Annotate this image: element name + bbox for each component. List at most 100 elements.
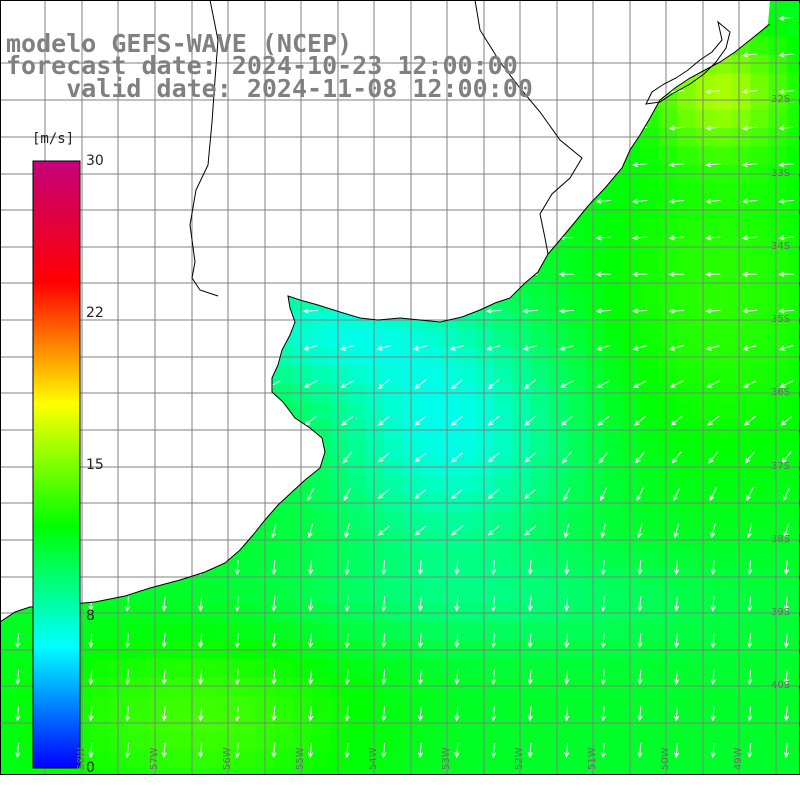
wind-arrow [705, 308, 721, 314]
lat-label: 39S [771, 607, 791, 618]
wind-cell [786, 658, 800, 678]
colorbar-tick-label: 30 [86, 153, 104, 169]
wind-cell [640, 750, 660, 770]
wind-cell [457, 658, 477, 678]
wind-cell [402, 475, 422, 495]
wind-arrow [778, 15, 794, 21]
wind-arrow [266, 380, 281, 388]
wind-cell [695, 750, 715, 770]
wind-arrow [637, 523, 643, 539]
wind-cell [768, 201, 788, 221]
wind-cell [384, 695, 404, 715]
wind-arrow [156, 125, 172, 131]
wind-cell [658, 384, 678, 404]
wind-arrow [414, 452, 427, 463]
wind-arrow [449, 88, 465, 94]
wind-cell [549, 622, 568, 642]
wind-cell [549, 658, 568, 678]
wind-cell [73, 768, 93, 775]
wind-arrow [307, 596, 314, 612]
wind-cell [786, 256, 800, 276]
wind-cell [786, 311, 800, 330]
wind-cell [732, 750, 751, 770]
wind-arrow [559, 345, 574, 351]
wind-cell [530, 585, 550, 605]
wind-cell [768, 54, 788, 74]
wind-cell [0, 658, 19, 678]
wind-arrow [234, 669, 240, 685]
wind-arrow [485, 125, 501, 131]
wind-cell [713, 311, 733, 330]
wind-cell [311, 695, 330, 715]
wind-cell [658, 732, 678, 751]
wind-cell [18, 732, 38, 751]
wind-arrow [46, 88, 62, 94]
wind-arrow [668, 271, 684, 277]
wind-cell [329, 768, 349, 775]
wind-cell [237, 622, 257, 642]
wind-cell [713, 146, 733, 166]
wind-arrow [124, 487, 132, 502]
wind-cell [494, 732, 513, 751]
wind-cell [475, 512, 495, 532]
wind-arrow [412, 125, 428, 131]
wind-arrow [487, 379, 500, 390]
wind-cell [347, 695, 367, 715]
wind-cell [640, 183, 660, 202]
wind-arrow [449, 161, 465, 168]
wind-arrow [377, 452, 390, 463]
wind-cell [640, 549, 660, 568]
wind-cell [494, 585, 513, 605]
wind-arrow [83, 308, 99, 314]
wind-arrow [266, 308, 282, 314]
wind-cell [164, 622, 184, 642]
lat-label: 32S [771, 94, 791, 105]
wind-cell [530, 384, 550, 404]
wind-arrow [741, 15, 758, 21]
wind-cell [732, 128, 751, 147]
wind-arrow [375, 88, 391, 94]
wind-cell [109, 658, 129, 678]
wind-arrow [414, 415, 427, 426]
wind-arrow [232, 451, 243, 464]
wind-cell [786, 366, 800, 385]
wind-arrow [710, 669, 716, 685]
wind-arrow [381, 742, 387, 759]
wind-cell [603, 219, 623, 239]
wind-cell [366, 402, 385, 422]
wind-arrow [412, 345, 428, 351]
wind-arrow [449, 15, 465, 21]
lon-label: 51W [587, 747, 598, 770]
wind-cell [347, 494, 367, 513]
wind-arrow [192, 125, 208, 131]
wind-cell [311, 512, 330, 532]
wind-arrow [449, 125, 465, 131]
wind-cell [494, 512, 513, 532]
wind-arrow [120, 345, 135, 351]
wind-cell [732, 73, 751, 93]
wind-arrow [84, 415, 97, 426]
wind-arrow [673, 523, 680, 539]
wind-arrow [454, 596, 460, 612]
wind-arrow [485, 234, 501, 241]
wind-cell [494, 329, 513, 349]
wind-cell [530, 677, 550, 696]
wind-arrow [302, 308, 318, 314]
wind-cell [695, 494, 715, 513]
wind-arrow [746, 487, 754, 502]
wind-arrow [564, 633, 570, 649]
wind-cell [585, 512, 605, 532]
wind-cell [512, 494, 532, 513]
wind-cell [366, 384, 385, 404]
wind-arrow [669, 380, 684, 388]
wind-arrow [487, 452, 500, 463]
wind-cell [658, 512, 678, 532]
wind-cell [695, 402, 715, 422]
wind-cell [402, 494, 422, 513]
wind-cell [750, 475, 770, 495]
wind-arrow [705, 345, 721, 351]
wind-cell [585, 750, 605, 770]
wind-cell [420, 366, 440, 385]
wind-arrow [412, 51, 428, 58]
wind-cell [640, 732, 660, 751]
